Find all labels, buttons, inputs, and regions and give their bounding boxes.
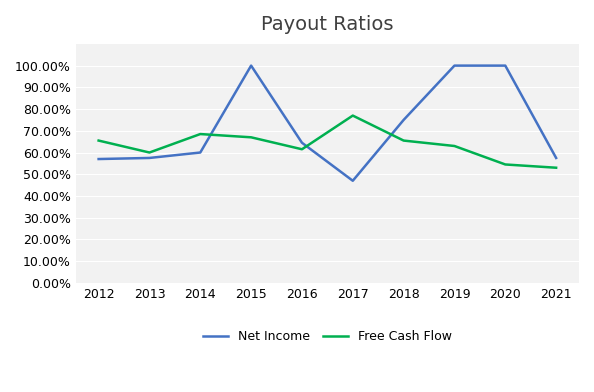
Free Cash Flow: [400, 138, 407, 143]
Legend: Net Income, Free Cash Flow: Net Income, Free Cash Flow: [198, 325, 457, 348]
Line: Free Cash Flow: Free Cash Flow: [99, 116, 556, 168]
Free Cash Flow: [248, 135, 255, 140]
Free Cash Flow: [552, 165, 560, 170]
Net Income: [248, 63, 255, 68]
Net Income: [197, 150, 204, 155]
Free Cash Flow: [298, 147, 305, 152]
Net Income: [552, 156, 560, 160]
Free Cash Flow: [146, 150, 153, 155]
Net Income: [95, 157, 102, 162]
Title: Payout Ratios: Payout Ratios: [261, 15, 394, 34]
Net Income: [349, 178, 356, 183]
Net Income: [146, 156, 153, 160]
Net Income: [451, 63, 458, 68]
Line: Net Income: Net Income: [99, 65, 556, 181]
Net Income: [400, 118, 407, 122]
Free Cash Flow: [95, 138, 102, 143]
Net Income: [502, 63, 509, 68]
Free Cash Flow: [451, 143, 458, 148]
Net Income: [298, 140, 305, 145]
Free Cash Flow: [349, 113, 356, 118]
Free Cash Flow: [197, 132, 204, 136]
Free Cash Flow: [502, 162, 509, 167]
